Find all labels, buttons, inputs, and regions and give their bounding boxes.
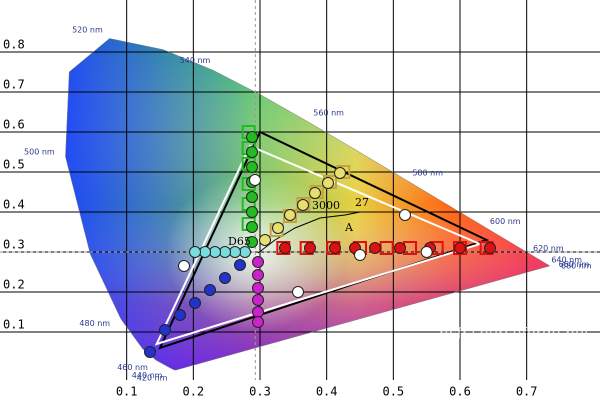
measurement-point xyxy=(252,282,264,294)
measurement-point xyxy=(322,177,334,189)
wavelength-label: 560 nm xyxy=(313,108,344,117)
measurement-point xyxy=(297,199,309,211)
x-tick-label: 0.4 xyxy=(316,385,338,399)
y-tick-label: 0.3 xyxy=(3,238,25,252)
annotation: A xyxy=(344,221,354,234)
wavelength-label: 600 nm xyxy=(490,217,521,226)
measurement-point xyxy=(159,324,171,336)
measurement-point xyxy=(292,286,304,298)
measurement-point xyxy=(246,236,258,248)
measurement-point xyxy=(189,246,201,258)
measurement-point xyxy=(246,131,258,143)
measurement-point xyxy=(369,242,381,254)
measurement-point xyxy=(252,294,264,306)
planckian-locus xyxy=(257,211,361,254)
measurement-point xyxy=(209,246,221,258)
wavelength-label: 580 nm xyxy=(412,168,443,177)
measurement-point xyxy=(204,284,216,296)
y-tick-label: 0.6 xyxy=(3,118,25,132)
measurement-point xyxy=(252,269,264,281)
measurement-point xyxy=(229,246,241,258)
x-tick-label: 0.3 xyxy=(249,385,271,399)
measurement-point xyxy=(329,242,341,254)
x-tick-label: 0.6 xyxy=(449,385,471,399)
measurement-point xyxy=(304,242,316,254)
measured-gamut xyxy=(154,144,483,346)
measurement-point xyxy=(239,246,251,258)
wavelength-label: 620 nm xyxy=(533,244,564,253)
measurement-point xyxy=(234,259,246,271)
x-tick-label: 0.1 xyxy=(116,385,138,399)
measurement-point xyxy=(354,249,366,261)
measurement-point xyxy=(246,191,258,203)
measurement-point xyxy=(259,234,271,246)
measurement-point xyxy=(279,242,291,254)
measurement-point xyxy=(309,187,321,199)
measurement-point xyxy=(420,246,433,258)
y-tick-label: 0.2 xyxy=(3,278,25,292)
measurement-point xyxy=(272,222,284,234)
wavelength-label: 440 nm xyxy=(132,371,163,380)
measurement-point xyxy=(334,167,346,179)
wavelength-label: 500 nm xyxy=(24,148,55,157)
measurement-point xyxy=(219,272,231,284)
wavelength-label: 460 nm xyxy=(117,363,148,372)
measurement-point xyxy=(246,206,258,218)
measurement-point xyxy=(199,246,211,258)
measurement-point xyxy=(189,297,201,309)
measurement-point xyxy=(454,242,466,254)
wavelength-label: 520 nm xyxy=(72,26,103,35)
y-tick-label: 0.7 xyxy=(3,78,25,92)
measurement-point xyxy=(394,242,406,254)
measurement-point xyxy=(178,260,190,272)
watermark: hcfr.sourceforge.net xyxy=(439,325,590,343)
measurement-point xyxy=(399,209,411,221)
wavelength-label: 660 nm xyxy=(559,260,590,269)
y-tick-label: 0.4 xyxy=(3,198,25,212)
x-tick-label: 0.5 xyxy=(382,385,404,399)
measurement-point xyxy=(252,306,264,318)
wavelength-label: 540 nm xyxy=(180,56,211,65)
y-tick-label: 0.5 xyxy=(3,158,25,172)
reference-gamut xyxy=(158,130,490,350)
x-tick-label: 0.7 xyxy=(516,385,538,399)
wavelength-label: 420 nm xyxy=(137,374,168,383)
measurement-point xyxy=(484,242,496,254)
annotation: 3000 xyxy=(312,199,340,212)
measurement-point xyxy=(144,346,156,358)
y-tick-label: 0.8 xyxy=(3,38,25,52)
measurement-point xyxy=(252,316,264,328)
measurement-point xyxy=(246,221,258,233)
annotation: D65 xyxy=(228,235,251,248)
y-tick-label: 0.1 xyxy=(3,318,25,332)
measurement-point xyxy=(219,246,231,258)
x-tick-label: 0.2 xyxy=(182,385,204,399)
wavelength-label: 640 nm xyxy=(551,255,582,264)
measurement-point xyxy=(246,146,258,158)
measurement-point xyxy=(284,209,296,221)
measurement-point xyxy=(246,161,258,173)
measurement-point xyxy=(174,309,186,321)
wavelength-label: 480 nm xyxy=(79,319,110,328)
annotation: 27 xyxy=(355,196,369,209)
measurement-point xyxy=(249,174,261,186)
measurement-point xyxy=(252,256,264,268)
wavelength-label: 680 nm xyxy=(561,261,592,270)
